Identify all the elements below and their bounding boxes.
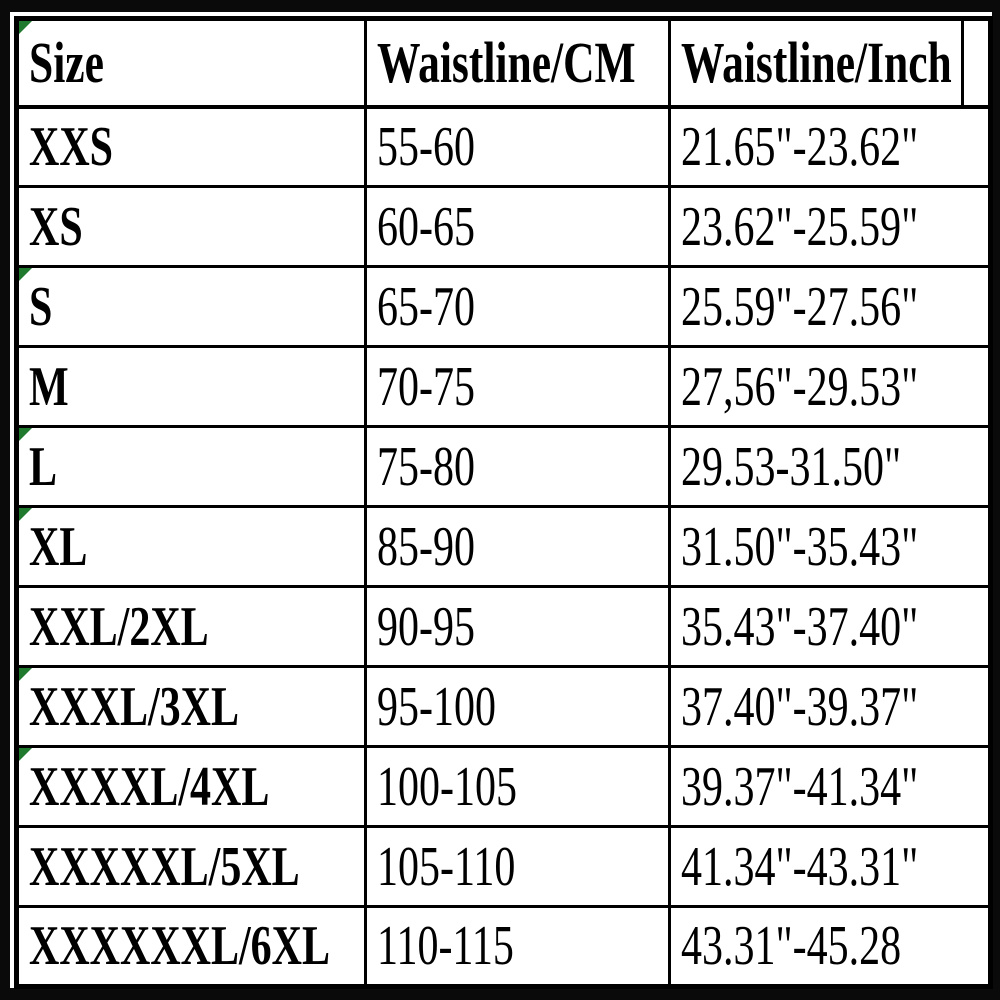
header-corner-marker — [19, 21, 32, 34]
waistline-inch-cell: 39.37"-41.34" — [668, 745, 992, 828]
table-row: XXXXL/4XL 100-105 39.37"-41.34" — [15, 745, 992, 828]
size-cell: XXXXXL/5XL — [15, 825, 367, 908]
waistline-inch-cell: 25.59"-27.56" — [668, 265, 992, 348]
table-row: XL 85-90 31.50"-35.43" — [15, 505, 992, 588]
waistline-inch-cell: 29.53-31.50" — [668, 425, 992, 508]
size-cell: XL — [15, 505, 367, 588]
waistline-inch-value: 39.37"-41.34" — [681, 755, 919, 818]
size-value: XXXXXXL/6XL — [29, 915, 331, 977]
waistline-inch-value: 35.43"-37.40" — [681, 595, 919, 658]
size-value: S — [29, 275, 53, 338]
table-row: XS 60-65 23.62"-25.59" — [15, 185, 992, 268]
waistline-cm-cell: 65-70 — [364, 265, 671, 348]
table-row: XXL/2XL 90-95 35.43"-37.40" — [15, 585, 992, 668]
waistline-cm-cell: 100-105 — [364, 745, 671, 828]
header-spacer-cell — [961, 17, 992, 109]
waistline-cm-cell: 75-80 — [364, 425, 671, 508]
waistline-inch-value: 37.40"-39.37" — [681, 675, 919, 738]
waistline-inch-value: 23.62"-25.59" — [681, 195, 919, 258]
size-cell: S — [15, 265, 367, 348]
waistline-inch-cell: 41.34"-43.31" — [668, 825, 992, 908]
waistline-cm-value: 100-105 — [377, 755, 517, 818]
waistline-inch-value: 43.31"-45.28 — [681, 915, 902, 977]
waistline-inch-value: 29.53-31.50" — [681, 435, 902, 498]
cell-corner-marker — [19, 509, 32, 521]
size-chart-table: Size Waistline/CM Waistline/Inch XXS 55-… — [14, 16, 993, 989]
size-cell: L — [15, 425, 367, 508]
header-size-label: Size — [29, 29, 104, 95]
table-row: S 65-70 25.59"-27.56" — [15, 265, 992, 348]
size-chart-sheet: Size Waistline/CM Waistline/Inch XXS 55-… — [10, 12, 993, 989]
size-value: XXXXXL/5XL — [29, 835, 300, 898]
waistline-inch-cell: 31.50"-35.43" — [668, 505, 992, 588]
waistline-inch-cell: 27,56"-29.53" — [668, 345, 992, 428]
waistline-cm-value: 70-75 — [377, 355, 475, 418]
cell-corner-marker — [19, 749, 32, 761]
size-cell: M — [15, 345, 367, 428]
waistline-inch-value: 25.59"-27.56" — [681, 275, 919, 338]
size-cell: XXL/2XL — [15, 585, 367, 668]
waistline-inch-cell: 23.62"-25.59" — [668, 185, 992, 268]
waistline-inch-cell: 37.40"-39.37" — [668, 665, 992, 748]
table-row: XXXXXXL/6XL 110-115 43.31"-45.28 — [15, 905, 992, 988]
table-body: XXS 55-60 21.65"-23.62" XS 60-65 23.62"-… — [15, 105, 992, 988]
waistline-inch-cell: 43.31"-45.28 — [668, 905, 992, 988]
waistline-inch-cell: 35.43"-37.40" — [668, 585, 992, 668]
size-cell: XXXL/3XL — [15, 665, 367, 748]
size-cell: XXS — [15, 105, 367, 188]
waistline-cm-value: 85-90 — [377, 515, 475, 578]
waistline-cm-cell: 90-95 — [364, 585, 671, 668]
waistline-cm-value: 95-100 — [377, 675, 496, 738]
waistline-cm-value: 55-60 — [377, 115, 475, 178]
header-cm-label: Waistline/CM — [377, 29, 636, 95]
waistline-inch-value: 27,56"-29.53" — [681, 355, 919, 418]
table-row: XXXXXL/5XL 105-110 41.34"-43.31" — [15, 825, 992, 908]
table-row: M 70-75 27,56"-29.53" — [15, 345, 992, 428]
size-value: XS — [29, 195, 83, 258]
header-inch-label: Waistline/Inch — [681, 29, 952, 95]
table-row: XXXL/3XL 95-100 37.40"-39.37" — [15, 665, 992, 748]
size-value: XXXL/3XL — [29, 675, 240, 738]
header-cell-size: Size — [15, 17, 367, 109]
waistline-cm-value: 75-80 — [377, 435, 475, 498]
table-row: XXS 55-60 21.65"-23.62" — [15, 105, 992, 188]
waistline-inch-value: 41.34"-43.31" — [681, 835, 919, 898]
waistline-inch-value: 21.65"-23.62" — [681, 115, 919, 178]
waistline-cm-cell: 55-60 — [364, 105, 671, 188]
size-cell: XS — [15, 185, 367, 268]
size-value: XXXXL/4XL — [29, 755, 270, 818]
waistline-cm-value: 105-110 — [377, 835, 516, 898]
waistline-cm-cell: 85-90 — [364, 505, 671, 588]
waistline-cm-value: 110-115 — [377, 915, 514, 977]
size-cell: XXXXXXL/6XL — [15, 905, 367, 988]
cell-corner-marker — [19, 429, 32, 441]
waistline-cm-cell: 105-110 — [364, 825, 671, 908]
cell-corner-marker — [19, 269, 32, 281]
waistline-cm-value: 60-65 — [377, 195, 475, 258]
table-row: L 75-80 29.53-31.50" — [15, 425, 992, 508]
size-value: XL — [29, 515, 88, 578]
size-value: XXL/2XL — [29, 595, 209, 658]
waistline-cm-cell: 110-115 — [364, 905, 671, 988]
header-cell-waistline-inch: Waistline/Inch — [668, 17, 964, 109]
waistline-cm-cell: 70-75 — [364, 345, 671, 428]
waistline-cm-value: 90-95 — [377, 595, 475, 658]
waistline-cm-cell: 95-100 — [364, 665, 671, 748]
waistline-cm-value: 65-70 — [377, 275, 475, 338]
size-cell: XXXXL/4XL — [15, 745, 367, 828]
size-value: L — [29, 435, 58, 498]
waistline-inch-cell: 21.65"-23.62" — [668, 105, 992, 188]
size-value: XXS — [29, 115, 114, 178]
header-row: Size Waistline/CM Waistline/Inch — [15, 17, 992, 109]
cell-corner-marker — [19, 669, 32, 681]
size-value: M — [29, 355, 69, 418]
waistline-inch-value: 31.50"-35.43" — [681, 515, 919, 578]
waistline-cm-cell: 60-65 — [364, 185, 671, 268]
header-cell-waistline-cm: Waistline/CM — [364, 17, 671, 109]
